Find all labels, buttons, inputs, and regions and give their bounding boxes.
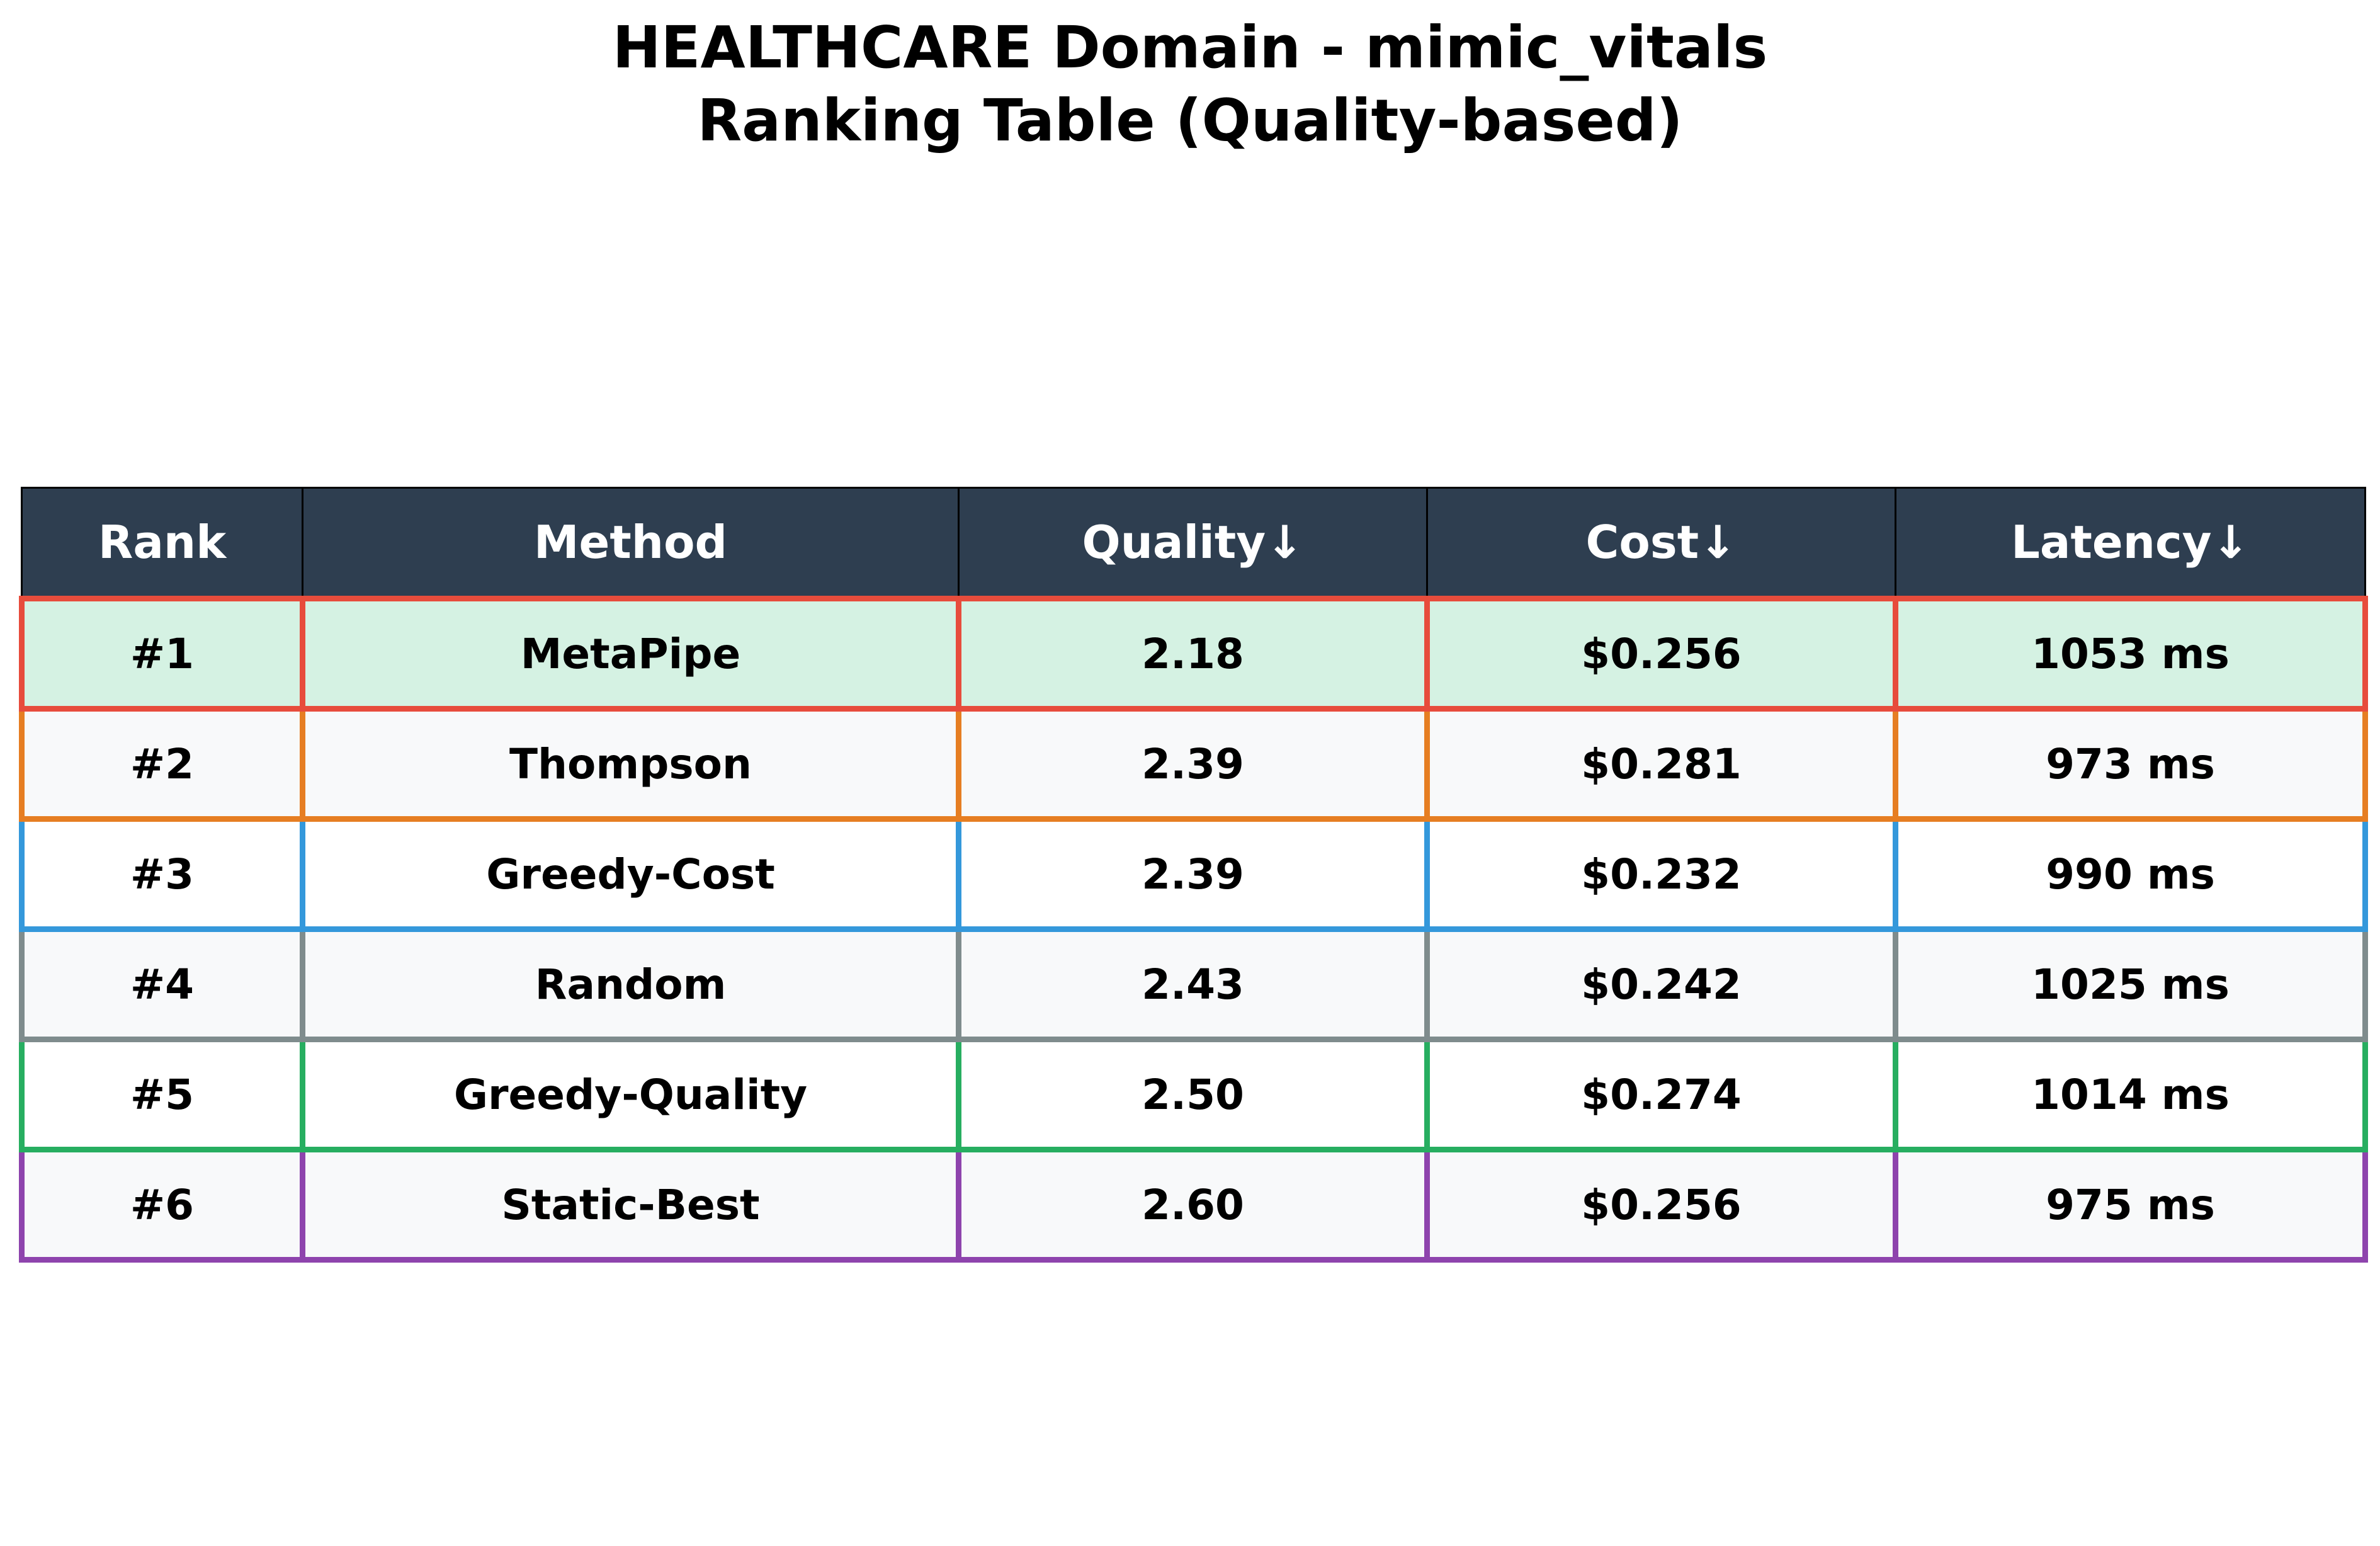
cell-quality: 2.50 (956, 1037, 1430, 1152)
table-row: #1 MetaPipe 2.18 $0.256 1053 ms (19, 596, 2368, 712)
cell-quality: 2.39 (956, 706, 1430, 822)
cell-rank: #3 (19, 816, 305, 932)
header-quality: Quality↓ (958, 487, 1428, 600)
cell-method: Greedy-Quality (300, 1037, 961, 1152)
cell-quality: 2.43 (956, 926, 1430, 1042)
cell-cost: $0.242 (1424, 926, 1898, 1042)
cell-latency: 990 ms (1893, 816, 2368, 932)
ranking-table-container: Rank Method Quality↓ Cost↓ Latency↓ #1 M… (19, 487, 2368, 1263)
cell-cost: $0.281 (1424, 706, 1898, 822)
chart-title: HEALTHCARE Domain - mimic_vitals Ranking… (0, 11, 2380, 157)
cell-rank: #4 (19, 926, 305, 1042)
cell-method: Thompson (300, 706, 961, 822)
cell-rank: #5 (19, 1037, 305, 1152)
ranking-table: Rank Method Quality↓ Cost↓ Latency↓ #1 M… (19, 487, 2368, 1263)
cell-method: MetaPipe (300, 596, 961, 712)
chart-title-line-2: Ranking Table (Quality-based) (697, 87, 1683, 154)
cell-cost: $0.256 (1424, 596, 1898, 712)
cell-latency: 975 ms (1893, 1147, 2368, 1263)
cell-latency: 1053 ms (1893, 596, 2368, 712)
cell-cost: $0.256 (1424, 1147, 1898, 1263)
table-header: Rank Method Quality↓ Cost↓ Latency↓ (21, 487, 2366, 600)
cell-latency: 973 ms (1893, 706, 2368, 822)
cell-latency: 1025 ms (1893, 926, 2368, 1042)
header-cost: Cost↓ (1426, 487, 1896, 600)
cell-cost: $0.232 (1424, 816, 1898, 932)
cell-quality: 2.39 (956, 816, 1430, 932)
header-latency: Latency↓ (1895, 487, 2366, 600)
header-method: Method (302, 487, 960, 600)
table-row: #5 Greedy-Quality 2.50 $0.274 1014 ms (19, 1037, 2368, 1152)
cell-method: Greedy-Cost (300, 816, 961, 932)
cell-rank: #2 (19, 706, 305, 822)
cell-method: Static-Best (300, 1147, 961, 1263)
header-row: Rank Method Quality↓ Cost↓ Latency↓ (21, 487, 2366, 600)
table-body: #1 MetaPipe 2.18 $0.256 1053 ms #2 Thomp… (19, 596, 2368, 1263)
header-rank: Rank (21, 487, 303, 600)
cell-latency: 1014 ms (1893, 1037, 2368, 1152)
table-row: #2 Thompson 2.39 $0.281 973 ms (19, 706, 2368, 822)
cell-method: Random (300, 926, 961, 1042)
table-row: #3 Greedy-Cost 2.39 $0.232 990 ms (19, 816, 2368, 932)
chart-title-line-1: HEALTHCARE Domain - mimic_vitals (612, 14, 1768, 81)
table-row: #4 Random 2.43 $0.242 1025 ms (19, 926, 2368, 1042)
table-row: #6 Static-Best 2.60 $0.256 975 ms (19, 1147, 2368, 1263)
cell-quality: 2.18 (956, 596, 1430, 712)
cell-quality: 2.60 (956, 1147, 1430, 1263)
cell-rank: #1 (19, 596, 305, 712)
cell-rank: #6 (19, 1147, 305, 1263)
cell-cost: $0.274 (1424, 1037, 1898, 1152)
